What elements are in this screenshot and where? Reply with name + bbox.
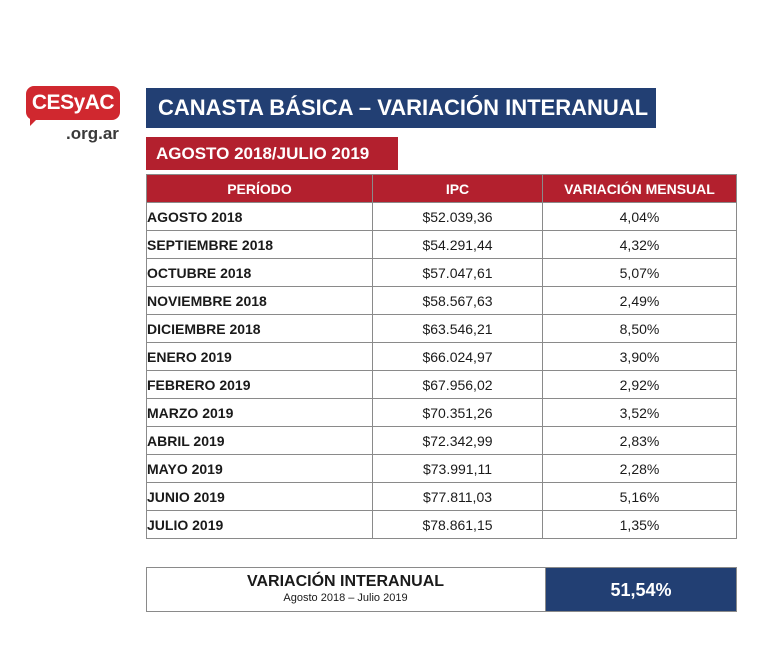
period-cell: SEPTIEMBRE 2018	[146, 230, 373, 259]
ipc-cell: $52.039,36	[372, 202, 543, 231]
table-row: MAYO 2019 $73.991,11 2,28%	[146, 454, 737, 483]
table-row: DICIEMBRE 2018 $63.546,21 8,50%	[146, 314, 737, 343]
ipc-cell: $70.351,26	[372, 398, 543, 427]
logo-bubble-tail	[30, 112, 44, 126]
table-row: JULIO 2019 $78.861,15 1,35%	[146, 510, 737, 539]
table-row: ABRIL 2019 $72.342,99 2,83%	[146, 426, 737, 455]
annual-summary: VARIACIÓN INTERANUAL Agosto 2018 – Julio…	[146, 567, 737, 612]
variation-cell: 2,28%	[542, 454, 737, 483]
variation-cell: 5,16%	[542, 482, 737, 511]
cesyac-logo: CESyAC .org.ar	[26, 86, 126, 156]
period-cell: JUNIO 2019	[146, 482, 373, 511]
table-body: AGOSTO 2018 $52.039,36 4,04% SEPTIEMBRE 201…	[146, 202, 737, 539]
ipc-cell: $72.342,99	[372, 426, 543, 455]
period-cell: AGOSTO 2018	[146, 202, 373, 231]
summary-title: VARIACIÓN INTERANUAL	[246, 573, 445, 590]
variation-cell: 5,07%	[542, 258, 737, 287]
variation-cell: 3,52%	[542, 398, 737, 427]
table-row: SEPTIEMBRE 2018 $54.291,44 4,32%	[146, 230, 737, 259]
table-row: AGOSTO 2018 $52.039,36 4,04%	[146, 202, 737, 231]
table-row: JUNIO 2019 $77.811,03 5,16%	[146, 482, 737, 511]
ipc-cell: $73.991,11	[372, 454, 543, 483]
summary-subtitle: Agosto 2018 – Julio 2019	[283, 592, 408, 604]
ipc-cell: $63.546,21	[372, 314, 543, 343]
period-cell: MARZO 2019	[146, 398, 373, 427]
variation-cell: 1,35%	[542, 510, 737, 539]
page-title: CANASTA BÁSICA – VARIACIÓN INTERANUAL	[146, 88, 656, 128]
period-cell: ABRIL 2019	[146, 426, 373, 455]
ipc-cell: $67.956,02	[372, 370, 543, 399]
table-row: OCTUBRE 2018 $57.047,61 5,07%	[146, 258, 737, 287]
table-header-row: PERÍODO IPC VARIACIÓN MENSUAL	[146, 174, 737, 203]
period-cell: JULIO 2019	[146, 510, 373, 539]
header-period: PERÍODO	[146, 174, 373, 203]
table-row: NOVIEMBRE 2018 $58.567,63 2,49%	[146, 286, 737, 315]
ipc-cell: $77.811,03	[372, 482, 543, 511]
table-row: MARZO 2019 $70.351,26 3,52%	[146, 398, 737, 427]
variation-cell: 8,50%	[542, 314, 737, 343]
table-row: ENERO 2019 $66.024,97 3,90%	[146, 342, 737, 371]
variation-cell: 2,92%	[542, 370, 737, 399]
table-row: FEBRERO 2019 $67.956,02 2,92%	[146, 370, 737, 399]
header-variation: VARIACIÓN MENSUAL	[542, 174, 737, 203]
logo-domain: .org.ar	[66, 124, 119, 143]
period-cell: MAYO 2019	[146, 454, 373, 483]
period-cell: FEBRERO 2019	[146, 370, 373, 399]
period-cell: ENERO 2019	[146, 342, 373, 371]
period-cell: NOVIEMBRE 2018	[146, 286, 373, 315]
summary-label-cell: VARIACIÓN INTERANUAL Agosto 2018 – Julio…	[147, 568, 544, 611]
period-cell: OCTUBRE 2018	[146, 258, 373, 287]
ipc-cell: $57.047,61	[372, 258, 543, 287]
summary-value: 51,54%	[545, 567, 737, 612]
variation-cell: 4,04%	[542, 202, 737, 231]
variation-cell: 3,90%	[542, 342, 737, 371]
logo-name: CESyAC	[31, 91, 115, 114]
ipc-table: PERÍODO IPC VARIACIÓN MENSUAL AGOSTO 201…	[146, 174, 737, 539]
variation-cell: 2,49%	[542, 286, 737, 315]
header-ipc: IPC	[372, 174, 543, 203]
ipc-cell: $54.291,44	[372, 230, 543, 259]
variation-cell: 2,83%	[542, 426, 737, 455]
period-cell: DICIEMBRE 2018	[146, 314, 373, 343]
period-subtitle: AGOSTO 2018/JULIO 2019	[146, 137, 398, 170]
ipc-cell: $66.024,97	[372, 342, 543, 371]
variation-cell: 4,32%	[542, 230, 737, 259]
ipc-cell: $58.567,63	[372, 286, 543, 315]
ipc-cell: $78.861,15	[372, 510, 543, 539]
